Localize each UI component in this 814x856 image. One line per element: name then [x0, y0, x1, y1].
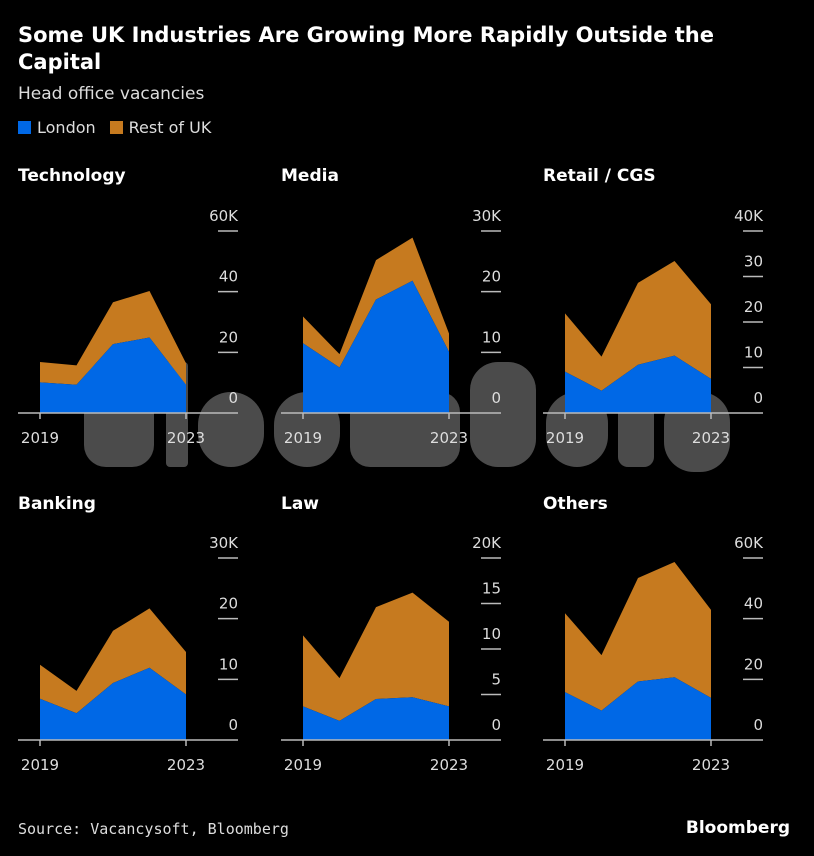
- y-tick-label: 30K: [209, 534, 239, 552]
- panel-chart: 0 10 20 30K 2019 2023: [281, 207, 502, 447]
- y-tick-label: 60K: [734, 534, 764, 552]
- panel-chart: 0 20 40 60K 2019 2023: [18, 207, 239, 447]
- source-note: Source: Vacancysoft, Bloomberg: [18, 820, 289, 838]
- y-tick-label: 10: [219, 655, 238, 673]
- x-tick-label: 2019: [284, 429, 322, 447]
- x-tick-label: 2023: [692, 756, 730, 774]
- y-tick-label: 20: [219, 328, 238, 346]
- panel-chart: 0 10 20 30 40K 2019 2023: [543, 207, 764, 447]
- area-rest-of-uk: [565, 261, 711, 391]
- y-tick-label: 0: [491, 716, 501, 734]
- panel-title: Law: [281, 494, 320, 514]
- area-london: [40, 667, 186, 740]
- y-tick-label: 40: [219, 268, 238, 286]
- y-tick-label: 30: [744, 253, 763, 271]
- panel-title: Retail / CGS: [543, 166, 656, 186]
- y-tick-label: 0: [753, 716, 763, 734]
- panel-chart: 0 20 40 60K 2019 2023: [543, 534, 764, 774]
- chart-subtitle: Head office vacancies: [18, 84, 205, 104]
- x-tick-label: 2019: [21, 429, 59, 447]
- y-tick-label: 20: [482, 268, 501, 286]
- y-tick-label: 20: [744, 298, 763, 316]
- legend-label: Rest of UK: [128, 118, 212, 137]
- area-rest-of-uk: [303, 592, 449, 721]
- panel-chart: 0 10 20 30K 2019 2023: [18, 534, 239, 774]
- legend-swatch: [18, 121, 31, 134]
- legend-item-rest-of-uk: Rest of UK: [109, 118, 212, 138]
- chart-title: Some UK Industries Are Growing More Rapi…: [18, 23, 714, 74]
- legend-label: London: [37, 118, 96, 137]
- area-rest-of-uk: [40, 608, 186, 714]
- panel-title: Banking: [18, 494, 96, 514]
- area-london: [303, 697, 449, 740]
- y-tick-label: 0: [491, 389, 501, 407]
- x-tick-label: 2019: [284, 756, 322, 774]
- panel-chart: 0 5 10 15 20K 2019 2023: [281, 534, 502, 774]
- panel-title: Media: [281, 166, 339, 186]
- x-tick-label: 2023: [167, 756, 205, 774]
- x-tick-label: 2019: [546, 756, 584, 774]
- y-tick-label: 0: [228, 716, 238, 734]
- y-tick-label: 0: [228, 389, 238, 407]
- x-tick-label: 2023: [167, 429, 205, 447]
- y-tick-label: 10: [482, 625, 501, 643]
- y-tick-label: 40K: [734, 207, 764, 225]
- y-tick-label: 20K: [472, 534, 502, 552]
- panel-title: Technology: [18, 166, 126, 186]
- area-rest-of-uk: [565, 561, 711, 711]
- area-london: [565, 677, 711, 740]
- x-tick-label: 2019: [546, 429, 584, 447]
- bloomberg-logo: Bloomberg: [685, 818, 790, 838]
- y-tick-label: 10: [482, 328, 501, 346]
- y-tick-label: 10: [744, 344, 763, 362]
- x-tick-label: 2023: [430, 756, 468, 774]
- legend: London Rest of UK: [18, 118, 211, 138]
- x-tick-label: 2019: [21, 756, 59, 774]
- y-tick-label: 5: [491, 671, 501, 689]
- area-london: [303, 280, 449, 413]
- panel-title: Others: [543, 494, 608, 514]
- x-tick-label: 2023: [430, 429, 468, 447]
- y-tick-label: 20: [219, 595, 238, 613]
- y-tick-label: 15: [482, 580, 501, 598]
- x-tick-label: 2023: [692, 429, 730, 447]
- area-rest-of-uk: [40, 291, 186, 385]
- y-tick-label: 20: [744, 655, 763, 673]
- y-tick-label: 0: [753, 389, 763, 407]
- y-tick-label: 30K: [472, 207, 502, 225]
- legend-swatch: [109, 121, 123, 134]
- legend-item-london: London: [18, 118, 96, 138]
- y-tick-label: 40: [744, 595, 763, 613]
- y-tick-label: 60K: [209, 207, 239, 225]
- area-rest-of-uk: [303, 237, 449, 368]
